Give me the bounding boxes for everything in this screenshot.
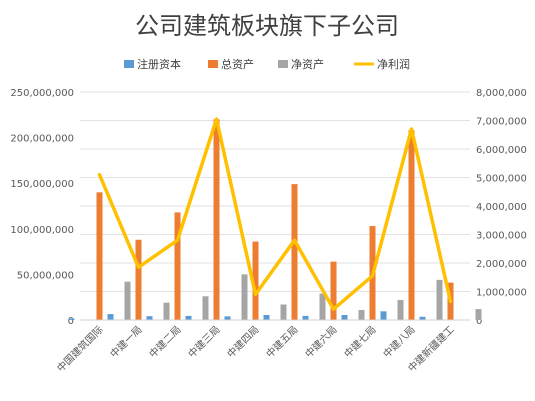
x-tick-label: 中建一局	[107, 323, 144, 360]
right-tick-label: 6,000,000	[476, 145, 527, 156]
right-tick-label: 0	[476, 316, 482, 327]
bar-1	[419, 316, 426, 320]
legend-label: 总资产	[221, 57, 254, 71]
bar-2	[213, 119, 220, 320]
left-axis: 0 50,000,000 100,000,000 150,000,000 200,000…	[10, 88, 74, 327]
left-tick-label: 50,000,000	[17, 270, 74, 281]
bar-2	[330, 261, 337, 320]
legend-swatch	[124, 60, 134, 68]
bar-3	[280, 304, 287, 320]
bar-1	[224, 316, 231, 320]
right-axis: 0 1,000,000 2,000,000 3,000,000 4,000,000 5,0…	[476, 88, 527, 327]
x-tick-label: 中建五局	[263, 323, 300, 360]
legend-label: 净利润	[377, 57, 410, 71]
bar-2	[96, 192, 103, 320]
net-profit-line	[97, 117, 453, 311]
net-profit-line-path	[97, 117, 453, 311]
right-tick-label: 8,000,000	[476, 88, 527, 99]
legend-label: 净资产	[291, 57, 324, 71]
x-tick-label: 中建六局	[302, 323, 339, 360]
bar-3	[436, 279, 443, 320]
right-tick-label: 7,000,000	[476, 117, 527, 128]
bar-3	[241, 274, 248, 320]
left-tick-label: 200,000,000	[10, 134, 74, 145]
left-tick-label: 250,000,000	[10, 88, 74, 99]
chart-title: 公司建筑板块旗下子公司	[135, 12, 399, 40]
x-tick-label: 中建三局	[185, 323, 222, 360]
bar-2	[174, 212, 181, 320]
bar-1	[341, 314, 348, 320]
bar-1	[185, 315, 192, 320]
bar-3	[358, 309, 365, 320]
bar-3	[319, 293, 326, 320]
bar-2	[135, 239, 142, 320]
bar-1	[263, 314, 270, 320]
legend-swatch	[208, 60, 218, 68]
bar-2	[252, 241, 259, 320]
x-axis: 中国建筑国际 中建一局 中建二局 中建三局 中建四局 中建五局 中建六局 中建七局 中建八局中建…	[54, 319, 470, 375]
bar-3	[397, 299, 404, 320]
bar-3	[163, 302, 170, 320]
legend: 注册资本 总资产 净资产 净利润	[124, 57, 410, 71]
bar-3	[475, 309, 482, 320]
bars	[68, 119, 482, 320]
right-tick-label: 1,000,000	[476, 288, 527, 299]
bar-1	[107, 314, 114, 320]
left-tick-label: 150,000,000	[10, 179, 74, 190]
bar-2	[408, 130, 415, 320]
bar-3	[124, 281, 131, 320]
bar-1	[380, 311, 387, 320]
right-tick-label: 4,000,000	[476, 202, 527, 213]
left-tick-label: 100,000,000	[10, 225, 74, 236]
left-tick-label: 0	[68, 316, 74, 327]
bar-1	[302, 315, 309, 320]
legend-swatch	[278, 60, 288, 68]
x-tick-label: 中建八局	[380, 323, 417, 360]
x-tick-label: 中建七局	[341, 323, 378, 360]
right-tick-label: 5,000,000	[476, 174, 527, 185]
bar-1	[146, 316, 153, 320]
legend-label: 注册资本	[137, 57, 181, 71]
right-tick-label: 3,000,000	[476, 231, 527, 242]
x-tick-label: 中建四局	[224, 323, 261, 360]
right-tick-label: 2,000,000	[476, 259, 527, 270]
x-tick-label: 中国建筑国际	[54, 323, 106, 375]
bar-1	[68, 318, 75, 320]
x-tick-label: 中建二局	[146, 323, 183, 360]
bar-3	[202, 296, 209, 320]
bar-2	[291, 184, 298, 320]
